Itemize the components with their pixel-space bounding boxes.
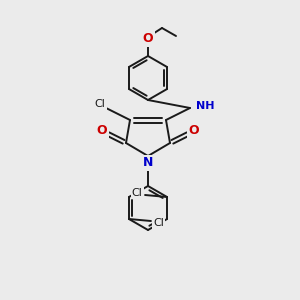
Text: Cl: Cl [132, 188, 142, 198]
Text: O: O [189, 124, 199, 136]
Text: Cl: Cl [94, 99, 105, 109]
Text: O: O [143, 32, 153, 46]
Text: Cl: Cl [154, 218, 164, 228]
Text: N: N [143, 157, 153, 169]
Text: O: O [97, 124, 107, 136]
Text: NH: NH [196, 101, 214, 111]
